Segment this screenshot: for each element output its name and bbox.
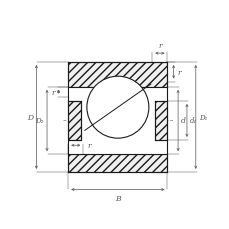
Bar — [154, 87, 167, 101]
Bar — [154, 140, 167, 154]
Bar — [68, 101, 80, 140]
Bar — [154, 101, 167, 140]
Text: B: B — [114, 194, 120, 202]
Text: r: r — [87, 142, 91, 150]
Text: D₁: D₁ — [199, 113, 207, 121]
Text: r: r — [157, 41, 161, 49]
Text: d: d — [180, 117, 185, 125]
Text: D₂: D₂ — [35, 117, 43, 125]
Bar — [68, 63, 167, 87]
Bar — [68, 87, 167, 154]
Text: D: D — [27, 113, 33, 121]
Text: r: r — [51, 88, 55, 96]
Text: d₁: d₁ — [189, 117, 196, 125]
Bar — [68, 87, 80, 101]
Bar — [68, 140, 80, 154]
Text: r: r — [177, 68, 180, 76]
Bar — [68, 154, 167, 172]
Circle shape — [87, 77, 148, 139]
